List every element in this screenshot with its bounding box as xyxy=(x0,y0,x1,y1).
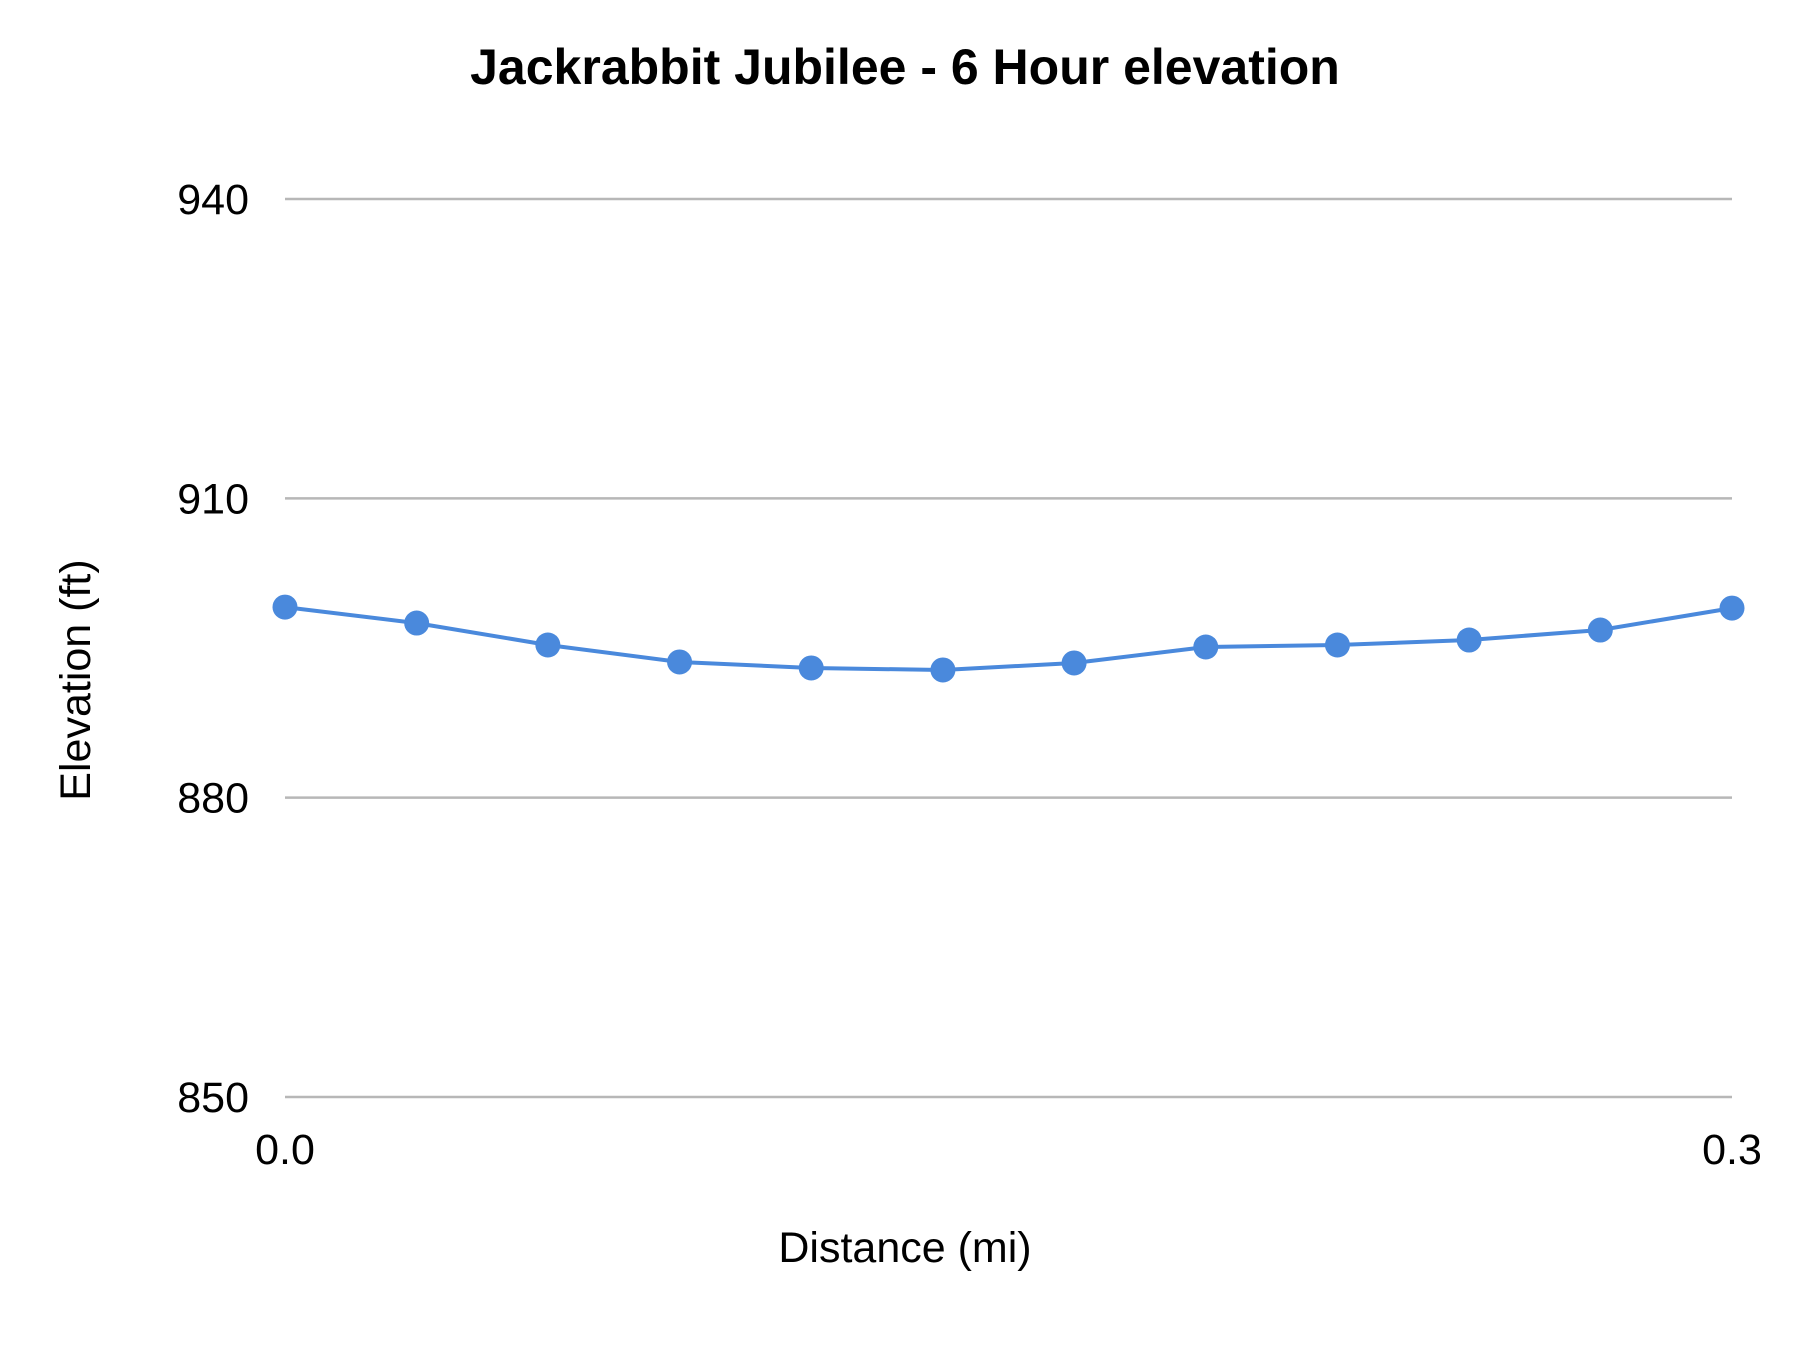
data-point xyxy=(1324,632,1350,658)
y-axis-label: Elevation (ft) xyxy=(52,559,100,800)
data-point xyxy=(798,655,824,681)
data-point xyxy=(404,610,430,636)
data-point xyxy=(535,632,561,658)
data-point xyxy=(930,657,956,683)
data-point xyxy=(1719,595,1745,621)
grid-lines xyxy=(285,197,1732,1099)
data-point xyxy=(667,649,693,675)
y-tick-label: 940 xyxy=(177,176,249,224)
data-point xyxy=(1061,650,1087,676)
series-line xyxy=(283,605,1734,672)
data-point xyxy=(1456,627,1482,653)
chart-title: Jackrabbit Jubilee - 6 Hour elevation xyxy=(470,39,1340,95)
y-tick-label: 850 xyxy=(177,1074,249,1122)
series-layer xyxy=(272,594,1745,683)
x-axis-label: Distance (mi) xyxy=(778,1224,1031,1272)
data-point xyxy=(272,594,298,620)
y-tick-label: 880 xyxy=(177,775,249,823)
x-axis-ticks: 0.0 0.3 xyxy=(255,1126,1762,1174)
data-point xyxy=(1587,617,1613,643)
x-tick-label: 0.3 xyxy=(1702,1126,1762,1174)
y-tick-label: 910 xyxy=(177,475,249,523)
y-axis-ticks: 940 910 880 850 xyxy=(177,176,249,1122)
x-tick-label: 0.0 xyxy=(255,1126,315,1174)
data-point xyxy=(1193,634,1219,660)
